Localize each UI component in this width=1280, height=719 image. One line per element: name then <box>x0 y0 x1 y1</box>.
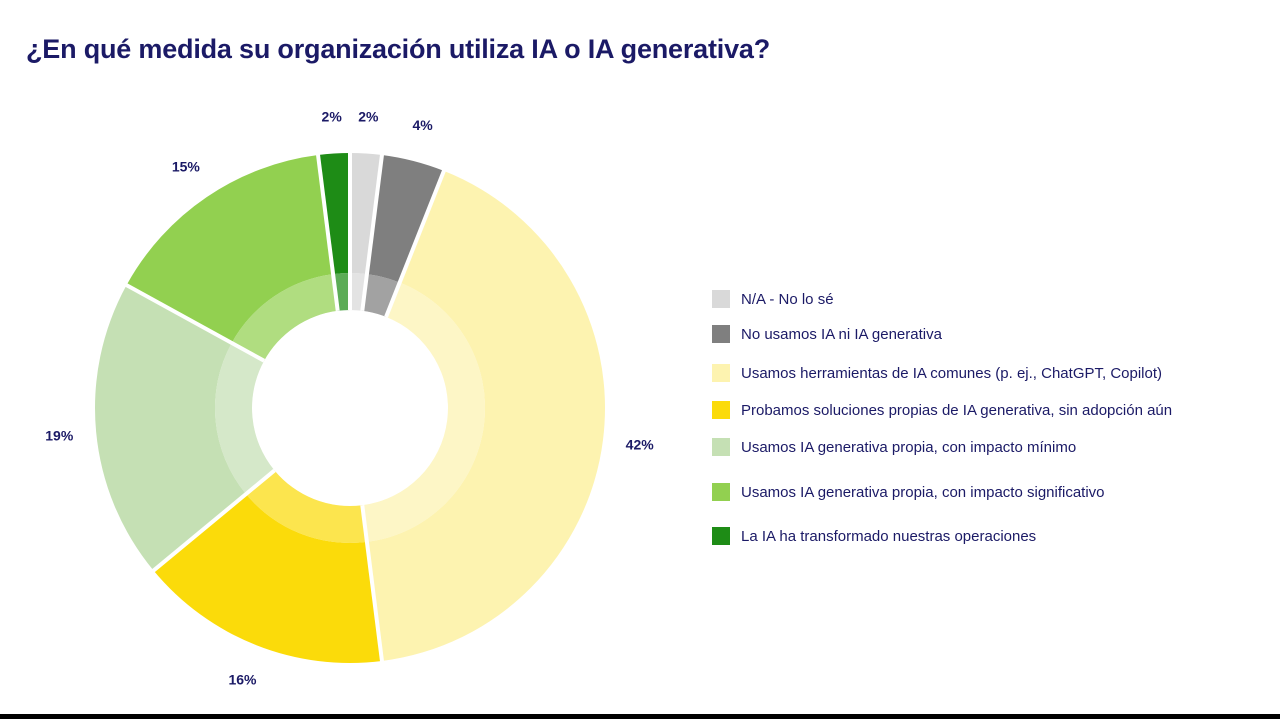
data-label: 2% <box>358 109 379 125</box>
slice-separator <box>315 153 340 312</box>
slice-separator <box>360 153 385 312</box>
legend-swatch <box>712 401 730 419</box>
slice-outer <box>153 494 382 664</box>
legend-label: Probamos soluciones propias de IA genera… <box>741 401 1173 419</box>
slice-inner-highlight <box>362 274 400 317</box>
slice-outer <box>366 170 606 661</box>
legend-label: No usamos IA ni IA generativa <box>741 325 942 343</box>
slice-usamos-ia-generativa-propia-con-impacto-significativo <box>126 155 338 361</box>
slice-no-usamos-ia-ni-ia-generativa <box>362 155 444 317</box>
slice-outer <box>350 153 382 275</box>
data-label: 2% <box>322 109 343 125</box>
data-label: 4% <box>413 117 434 133</box>
slice-usamos-herramientas-de-ia-comunes-p-ej-chatgpt-copilot <box>362 170 606 661</box>
legend-item-probamos-soluciones-propias-de-ia-generativa-sin-adopcion-aun: Probamos soluciones propias de IA genera… <box>712 401 1172 419</box>
legend-label: Usamos herramientas de IA comunes (p. ej… <box>741 364 1163 382</box>
slice-separator <box>384 169 447 318</box>
data-label: 15% <box>172 158 201 174</box>
legend-item-usamos-ia-generativa-propia-con-impacto-significativo: Usamos IA generativa propia, con impacto… <box>712 483 1105 501</box>
legend-swatch <box>712 290 730 308</box>
legend-item-no-usamos-ia-ni-ia-generativa: No usamos IA ni IA generativa <box>712 325 942 343</box>
data-label: 42% <box>626 437 655 453</box>
legend-item-usamos-ia-generativa-propia-con-impacto-minimo: Usamos IA generativa propia, con impacto… <box>712 438 1076 456</box>
slice-outer <box>318 153 350 275</box>
slice-inner <box>231 274 338 361</box>
slice-probamos-soluciones-propias-de-ia-generativa-sin-adopcion-aun <box>153 470 382 664</box>
bottom-divider <box>0 714 1280 719</box>
slice-inner <box>362 282 486 542</box>
legend-swatch <box>712 527 730 545</box>
legend-swatch <box>712 483 730 501</box>
slice-inner-highlight <box>231 274 338 361</box>
legend-item-usamos-herramientas-de-ia-comunes-p-ej-chatgpt-copilot: Usamos herramientas de IA comunes (p. ej… <box>712 364 1162 382</box>
legend-item-la-ia-ha-transformado-nuestras-operaciones: La IA ha transformado nuestras operacion… <box>712 527 1036 545</box>
slice-separator <box>124 282 266 363</box>
data-label: 19% <box>45 427 74 443</box>
legend-label: N/A - No lo sé <box>741 290 834 308</box>
legend-item-n-a-no-lo-se: N/A - No lo sé <box>712 290 834 308</box>
slice-outer <box>126 155 334 343</box>
slice-inner-highlight <box>215 342 275 495</box>
legend-label: Usamos IA generativa propia, con impacto… <box>741 483 1105 501</box>
legend-swatch <box>712 325 730 343</box>
legend-swatch <box>712 364 730 382</box>
slice-n-a-no-lo-se <box>350 153 382 311</box>
chart-title: ¿En qué medida su organización utiliza I… <box>26 34 771 64</box>
data-label: 16% <box>228 671 257 687</box>
donut-chart: 2% 4% 42% 16% 19% 15% 2% <box>45 109 655 688</box>
slice-separator <box>360 504 385 663</box>
slice-inner-highlight <box>245 470 367 543</box>
slice-separator <box>151 468 276 573</box>
slice-inner-highlight <box>362 282 486 542</box>
slice-inner <box>215 342 275 495</box>
legend-swatch <box>712 438 730 456</box>
slice-outer <box>366 155 444 283</box>
slice-usamos-ia-generativa-propia-con-impacto-minimo <box>95 285 275 571</box>
slice-inner <box>362 274 400 317</box>
slice-outer <box>95 285 246 571</box>
slice-inner <box>245 470 367 543</box>
legend-label: La IA ha transformado nuestras operacion… <box>741 527 1037 545</box>
legend-label: Usamos IA generativa propia, con impacto… <box>741 438 1077 456</box>
